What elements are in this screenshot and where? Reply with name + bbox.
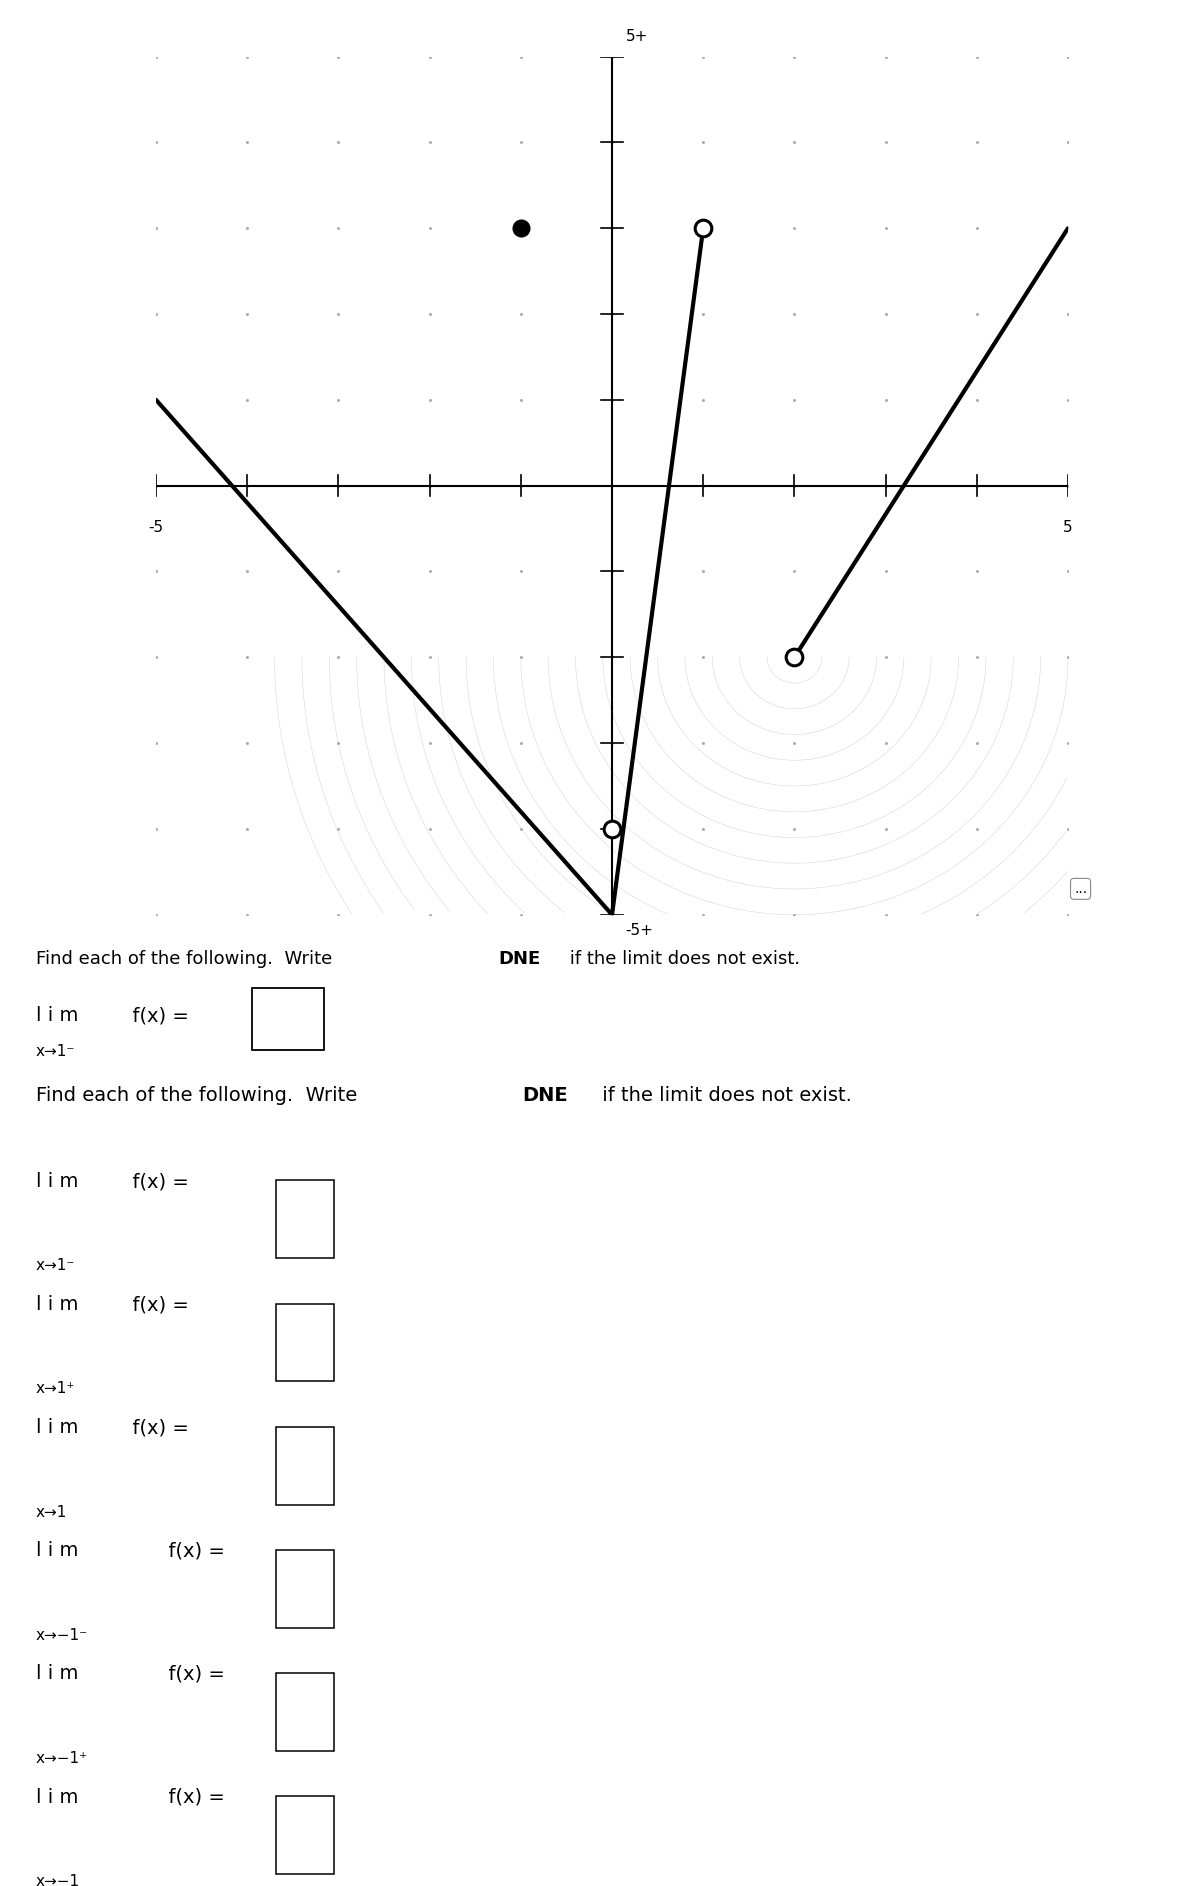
Text: f(x) =: f(x) = — [120, 1418, 196, 1437]
FancyBboxPatch shape — [276, 1673, 334, 1750]
Text: x→1: x→1 — [36, 1505, 67, 1520]
Text: x→1⁺: x→1⁺ — [36, 1381, 76, 1396]
Text: -5: -5 — [149, 521, 163, 536]
Text: x→1⁻: x→1⁻ — [36, 1258, 76, 1273]
Text: x→−1⁺: x→−1⁺ — [36, 1750, 88, 1765]
Text: Find each of the following.  Write: Find each of the following. Write — [36, 949, 338, 968]
FancyBboxPatch shape — [276, 1550, 334, 1628]
Text: f(x) =: f(x) = — [120, 1007, 196, 1026]
Text: f(x) =: f(x) = — [120, 1296, 196, 1315]
FancyBboxPatch shape — [276, 1181, 334, 1258]
Text: x→1⁻: x→1⁻ — [36, 1043, 76, 1058]
Text: l i m: l i m — [36, 1418, 78, 1437]
Text: f(x) =: f(x) = — [156, 1788, 232, 1807]
Text: DNE: DNE — [522, 1086, 568, 1105]
Text: f(x) =: f(x) = — [156, 1665, 232, 1684]
Text: x→−1: x→−1 — [36, 1873, 80, 1886]
FancyBboxPatch shape — [276, 1303, 334, 1381]
Text: l i m: l i m — [36, 1541, 78, 1560]
Text: l i m: l i m — [36, 1296, 78, 1315]
Text: f(x) =: f(x) = — [156, 1541, 232, 1560]
Text: if the limit does not exist.: if the limit does not exist. — [564, 949, 800, 968]
Text: ...: ... — [1074, 883, 1087, 896]
Text: l i m: l i m — [36, 1665, 78, 1684]
Text: DNE: DNE — [498, 949, 540, 968]
Text: l i m: l i m — [36, 1788, 78, 1807]
Text: l i m: l i m — [36, 1173, 78, 1192]
Text: -5+: -5+ — [625, 924, 654, 939]
Text: f(x) =: f(x) = — [120, 1173, 196, 1192]
FancyBboxPatch shape — [276, 1426, 334, 1505]
Text: x→−1⁻: x→−1⁻ — [36, 1628, 88, 1643]
Text: 5+: 5+ — [625, 28, 648, 43]
Text: Find each of the following.  Write: Find each of the following. Write — [36, 1086, 364, 1105]
Text: if the limit does not exist.: if the limit does not exist. — [596, 1086, 852, 1105]
Text: 5: 5 — [1063, 521, 1073, 536]
FancyBboxPatch shape — [276, 1795, 334, 1873]
Text: l i m: l i m — [36, 1007, 78, 1026]
FancyBboxPatch shape — [252, 988, 324, 1051]
